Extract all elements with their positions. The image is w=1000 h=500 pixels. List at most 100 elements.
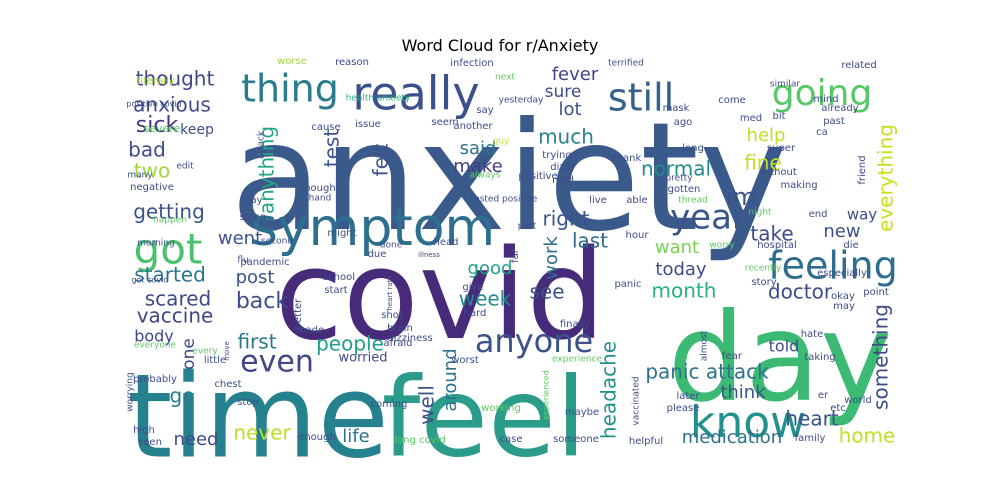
word-one: one	[179, 338, 199, 370]
word-much: much	[538, 125, 594, 149]
word-especially: especially	[817, 268, 867, 279]
word-able: able	[626, 195, 647, 206]
word-shot: shot	[381, 310, 403, 321]
word-everything: everything	[874, 124, 898, 232]
word-think: think	[720, 382, 766, 403]
word-another: another	[453, 121, 493, 132]
word-end: end	[809, 209, 828, 220]
word-die: die	[843, 240, 858, 251]
word-chest: chest	[214, 379, 241, 390]
word-day: day	[668, 287, 892, 429]
word-scared: scared	[145, 287, 211, 311]
word-literally: literally	[137, 76, 174, 87]
word-come: come	[718, 95, 746, 106]
word-similar: similar	[770, 80, 800, 90]
word-live: live	[589, 195, 607, 206]
word-probably: probably	[133, 374, 177, 385]
word-head: head	[434, 237, 459, 248]
word-year: year	[670, 198, 746, 238]
word-even: even	[240, 345, 314, 380]
word-happen: happen	[153, 216, 187, 226]
word-thought: thought	[136, 67, 215, 91]
word-next: next	[495, 73, 515, 83]
word-worried: worried	[339, 351, 388, 366]
word-med: med	[740, 113, 762, 124]
word-edit: edit	[176, 162, 194, 172]
word-anyone: anyone	[475, 322, 593, 360]
word-pandemic: pandemic	[240, 257, 289, 268]
word-friend: friend	[857, 155, 868, 184]
word-im: im	[726, 183, 756, 211]
word-started: started	[134, 263, 206, 287]
word-sick: sick	[136, 113, 179, 138]
word-life: life	[342, 426, 369, 447]
word-pretty: pretty	[665, 174, 693, 184]
word-gotten: gotten	[668, 184, 701, 195]
word-helpful: helpful	[629, 436, 663, 447]
word-right: right	[543, 207, 590, 231]
word-coming: coming	[371, 399, 408, 410]
word-flu: flu	[237, 256, 248, 266]
word-heart-rate: heart rate	[386, 275, 394, 310]
word-fever: fever	[552, 64, 599, 85]
word-may: may	[833, 301, 855, 312]
word-vaccinated: vaccinated	[632, 376, 642, 425]
word-need: need	[174, 429, 219, 450]
word-many: many	[127, 171, 153, 181]
word-positive: positive	[518, 171, 557, 182]
word-last: last	[572, 229, 608, 253]
word-make: make	[453, 156, 502, 177]
word-tested-positive: tested positive	[471, 195, 538, 205]
word-panic: panic	[614, 279, 641, 290]
word-know: know	[690, 397, 806, 448]
word-done: done	[380, 241, 403, 251]
word-hate: hate	[801, 329, 824, 340]
word-anxiety: anxiety	[230, 91, 787, 265]
word-trying: trying	[542, 150, 571, 161]
word-recently: recently	[745, 264, 782, 274]
word-said: said	[460, 138, 497, 159]
word-severe: severe	[144, 122, 181, 135]
word-back: back	[236, 289, 289, 314]
word-guy: guy	[493, 137, 510, 147]
word-stop: stop	[237, 397, 259, 408]
word-world: world	[844, 395, 872, 406]
word-panic-attack: panic attack	[645, 360, 769, 384]
word-help: help	[747, 125, 786, 146]
word-school: school	[323, 272, 355, 283]
word-getting: getting	[133, 200, 205, 224]
word-everyone: everyone	[134, 341, 177, 351]
word-seem: seem	[431, 117, 458, 128]
word-keep: keep	[180, 122, 214, 138]
word-cause: cause	[311, 122, 340, 133]
word-felt: felt	[369, 143, 393, 176]
word-seen: seen	[138, 437, 162, 448]
word-sleep: sleep	[240, 212, 267, 223]
word-ca: ca	[816, 127, 828, 138]
word-covid: covid	[275, 224, 606, 368]
word-hard: hard	[464, 308, 487, 319]
word-please: please	[667, 403, 700, 414]
word-first: first	[237, 330, 276, 354]
word-morning: morning	[137, 239, 174, 249]
word-went: went	[218, 228, 262, 249]
word-heart: heart	[785, 407, 838, 431]
word-okay: okay	[831, 291, 855, 302]
word-week: week	[459, 287, 512, 311]
word-hand: hand	[309, 194, 332, 204]
word-always: always	[470, 171, 501, 181]
word-reason: reason	[335, 57, 369, 68]
word-experienced: experienced	[542, 370, 551, 419]
word-say: say	[476, 105, 493, 116]
word-part: part	[518, 222, 537, 232]
word-hospital: hospital	[757, 240, 797, 251]
word-related: related	[841, 60, 876, 71]
word-might: might	[327, 228, 356, 239]
word-long: long	[682, 143, 704, 154]
word-dizzy: dizzy	[550, 162, 576, 173]
word-terrified: terrified	[608, 59, 644, 69]
word-test: test	[320, 129, 344, 168]
word-taking: taking	[804, 352, 835, 363]
word-symptom: symptom	[251, 198, 495, 258]
